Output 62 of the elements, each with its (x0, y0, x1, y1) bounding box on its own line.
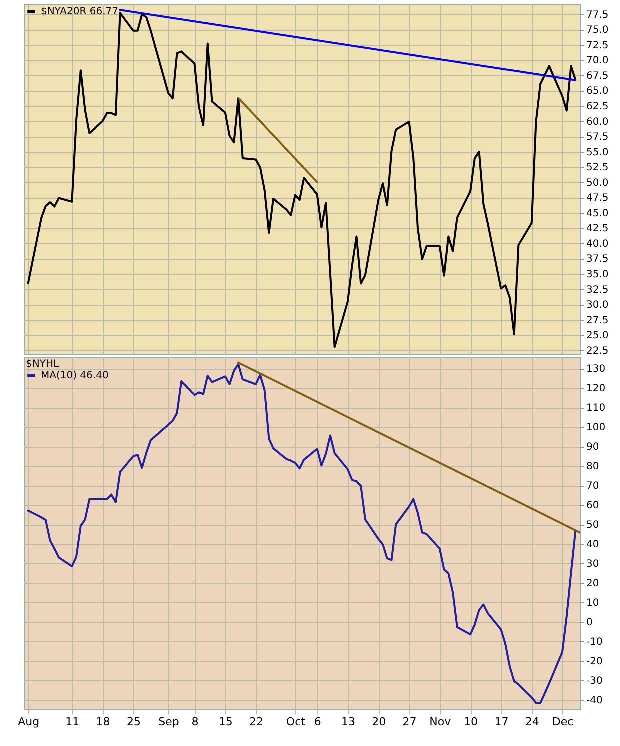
y-tick-label: 52.5 (586, 162, 609, 174)
y-tick-label: 65.0 (586, 86, 609, 98)
y-tick-label: 120 (586, 384, 606, 395)
x-tick-label: 6 (314, 716, 322, 728)
y-tick-label: 22.5 (586, 346, 609, 357)
y-tick-label: 10 (586, 598, 600, 609)
y-tick-label: 57.5 (586, 132, 609, 144)
y-tick-label: 55.0 (586, 147, 609, 158)
y-tick-label: 30 (586, 558, 600, 570)
y-tick-label: 45.0 (586, 208, 609, 220)
x-tick-label: 17 (494, 716, 509, 728)
legend-title: $NYHL (26, 359, 60, 370)
y-tick-label: 70 (586, 481, 600, 492)
y-tick-label: -40 (586, 695, 603, 706)
x-tick-label: Sep (158, 716, 180, 728)
x-tick-label: 18 (96, 716, 110, 728)
y-tick-label: 25.0 (586, 330, 609, 342)
y-tick-label: 62.5 (586, 102, 609, 113)
y-tick-label: 67.5 (586, 70, 609, 82)
x-tick-label: Aug (18, 716, 40, 728)
y-tick-label: 50.0 (586, 178, 609, 189)
y-tick-label: -30 (586, 676, 603, 687)
y-tick-label: 50 (586, 520, 600, 532)
y-tick-label: 42.5 (586, 224, 609, 235)
x-tick-label: 10 (464, 716, 478, 728)
y-tick-label: 35.0 (586, 269, 609, 280)
y-tick-label: 77.5 (586, 10, 609, 21)
y-tick-label: 40 (586, 540, 600, 551)
y-tick-label: 60 (586, 500, 600, 512)
y-tick-label: -20 (586, 656, 603, 668)
x-tick-label: 11 (66, 716, 80, 728)
x-tick-label: 15 (218, 716, 233, 728)
x-tick-label: 22 (250, 716, 264, 728)
x-tick-label: 8 (192, 716, 199, 728)
y-tick-label: -10 (586, 636, 603, 648)
x-tick-label: Oct (286, 716, 306, 728)
y-tick-label: 90 (586, 442, 600, 454)
legend-label: $NYA20R 66.77 (41, 6, 118, 18)
y-tick-label: 110 (586, 403, 606, 414)
x-tick-label: 25 (126, 716, 141, 728)
x-tick-label: 27 (402, 716, 417, 728)
y-tick-label: 30.0 (586, 300, 609, 312)
y-tick-label: 27.5 (586, 315, 609, 326)
x-tick-label: Dec (552, 716, 574, 728)
y-tick-label: 100 (586, 422, 606, 434)
y-tick-label: 70.0 (586, 56, 609, 67)
legend-label: MA(10) 46.40 (41, 370, 109, 382)
y-tick-label: 60.0 (586, 116, 609, 128)
x-tick-label: 20 (372, 716, 386, 728)
x-tick-label: 13 (341, 716, 356, 728)
y-tick-label: 47.5 (586, 193, 609, 204)
y-tick-label: 37.5 (586, 254, 609, 266)
x-tick-label: 24 (525, 716, 540, 728)
y-tick-label: 130 (586, 364, 606, 376)
y-tick-label: 80 (586, 462, 600, 473)
y-tick-label: 40.0 (586, 238, 609, 250)
x-tick-label: Nov (430, 716, 452, 728)
y-tick-label: 75.0 (586, 25, 609, 36)
y-tick-label: 0 (586, 617, 593, 628)
y-tick-label: 20 (586, 578, 600, 590)
y-tick-label: 72.5 (586, 40, 609, 52)
y-tick-label: 32.5 (586, 284, 609, 296)
